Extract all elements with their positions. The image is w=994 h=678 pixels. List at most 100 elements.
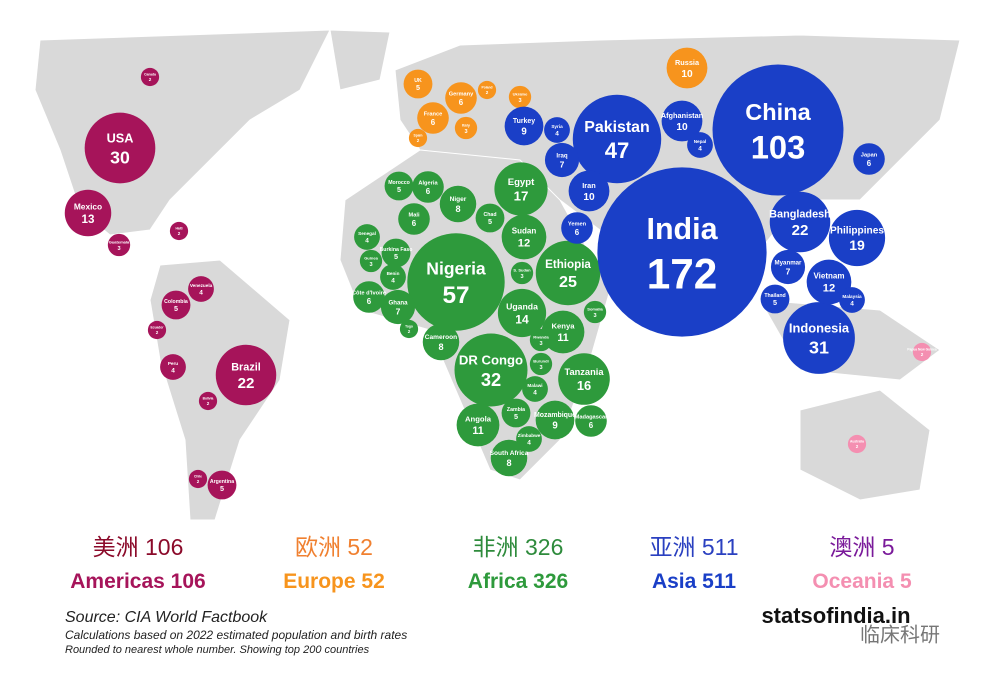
total-label: Americas [70,570,165,593]
bubble-name: Brazil [231,361,261,373]
bubble-value: 4 [533,390,537,397]
bubble [575,405,607,437]
bubble-value: 3 [520,274,523,280]
source: Source: CIA World Factbook [65,609,268,626]
bubble-name: Madagascar [575,415,609,421]
bubble [422,323,460,361]
bubble [541,310,585,354]
total-cn-value: 511 [702,534,739,560]
total-cn: 非洲 326 [473,534,564,560]
bubble-value: 13 [82,213,95,226]
bubble-value: 4 [171,368,175,375]
bubble-name: Yemen [568,222,587,228]
bubble-name: France [424,112,443,118]
total-label: Oceania [812,570,894,593]
bubble [169,221,189,241]
bubble [508,85,532,109]
bubble-value: 5 [488,217,492,226]
bubble-value: 32 [481,369,501,390]
bubble [516,426,542,452]
total-cn: 美洲 106 [93,534,184,560]
bubble-name: Haiti [175,227,182,231]
bubble-value: 4 [365,238,369,245]
total-label: Africa [468,570,528,593]
bubble-name: Mozambique [534,412,576,419]
total-label: Asia [652,570,697,593]
bubble-value: 14 [515,312,529,326]
bubble-value: 3 [117,246,120,252]
bubble [147,320,167,340]
bubble-name: Ecuador [150,326,164,330]
bubble-value: 6 [367,297,372,306]
bubble-value: 4 [391,278,395,285]
bubble [161,290,191,320]
bubble-value: 4 [698,146,702,153]
bubble [770,249,806,285]
bubble-value: 10 [583,192,595,203]
bubble-value: 5 [220,484,224,493]
bubble [561,212,593,244]
bubble-name: Burkina Faso [380,247,413,253]
bubble [160,354,186,380]
bubble [353,281,385,313]
bubble-name: Ghana [388,299,408,306]
bubble [456,403,500,447]
bubble-name: Malaysia [842,294,862,299]
bubble-value: 6 [589,421,594,430]
bubble [475,203,505,233]
bubble-name: Germany [449,92,474,98]
bubble-name: Mali [408,213,419,219]
bubble-name: Australia [850,440,864,444]
bubble [84,112,156,184]
bubble-name: Bolivia [203,397,214,401]
bubble-name: Canada [144,73,156,77]
bubble-name: Angola [465,415,492,424]
total-cn-label: 非洲 [473,534,519,560]
bubble-name: Malawi [527,383,542,388]
bubble [501,214,547,260]
bubble-name: Russia [675,58,700,67]
bubble-name: Mexico [74,201,102,211]
bubble-value: 7 [396,306,401,316]
bubble [107,233,131,257]
bubble-value: 8 [438,342,443,352]
bubble-value: 12 [518,238,530,250]
bubble-value: 19 [849,237,865,253]
bubble-name: Burundi [533,358,548,363]
bubble [454,333,528,407]
bubble [380,264,406,290]
bubble [529,352,553,376]
bubble-value: 6 [867,159,872,168]
bubble-value: 11 [472,425,483,437]
bubble [399,319,419,339]
bubble [417,102,449,134]
total-en: Americas 106 [70,570,205,593]
bubble-name: Benin [387,271,400,276]
note: Calculations based on 2022 estimated pop… [65,628,407,642]
bubble-value: 5 [394,252,398,261]
bubble-value: 4 [199,290,203,297]
bubble-name: Pakistan [584,119,649,136]
total-value: 511 [702,570,736,593]
bubble-value: 10 [681,69,693,80]
bubble-name: UK [414,78,422,84]
bubble-name: Niger [450,196,467,203]
bubble [477,80,497,100]
bubble-value: 6 [459,98,464,107]
bubble-value: 2 [197,479,200,484]
bubble-value: 3 [518,98,521,104]
bubble [408,128,428,148]
bubble-name: Rwanda [533,334,549,339]
bubble-name: Italy [462,122,471,127]
bubble-value: 5 [416,83,420,92]
bubble [535,240,601,306]
bubble-value: 2 [417,138,420,143]
bubble-value: 2 [856,444,859,449]
bubble [381,238,411,268]
bubble [687,132,713,158]
bubble [407,233,505,331]
bubble [828,209,886,267]
bubble-name: Iraq [556,152,567,159]
bubble-value: 4 [527,440,531,447]
